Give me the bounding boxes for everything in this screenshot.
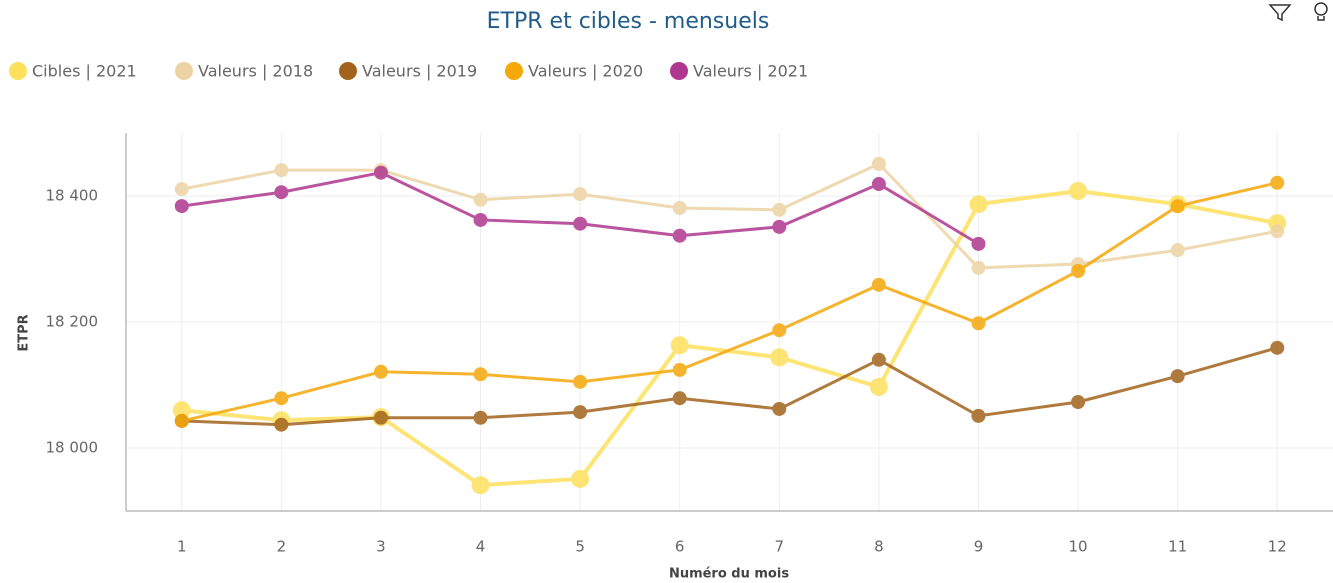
point [871,156,886,171]
series [174,165,986,251]
y-tick-label: 18 400 [46,187,99,205]
y-tick-label: 18 000 [46,439,99,457]
point [770,348,789,367]
point [1270,340,1285,355]
legend-label: Valeurs | 2020 [528,62,643,81]
point [274,163,289,178]
point [1170,369,1185,384]
x-tick-label: 8 [874,538,884,556]
legend-label: Valeurs | 2019 [362,62,477,81]
point [573,216,588,231]
x-tick-label: 9 [974,538,984,556]
y-axis-label: ETPR [17,314,32,351]
legend-swatch [670,62,688,80]
point [274,185,289,200]
y-tick-label: 18 200 [46,313,99,331]
point [573,187,588,202]
legend-label: Cibles | 2021 [32,62,137,81]
x-tick-label: 2 [277,538,287,556]
point [672,362,687,377]
point [871,177,886,192]
legend-label: Valeurs | 2018 [198,62,313,81]
point [373,165,388,180]
chart-title: ETPR et cibles - mensuels [487,9,770,34]
point [971,408,986,423]
point [772,219,787,234]
point [274,417,289,432]
legend-swatch [175,62,193,80]
point [772,202,787,217]
point [473,192,488,207]
point [373,410,388,425]
point [1071,263,1086,278]
series [174,175,1285,428]
point [1071,395,1086,410]
x-axis-label: Numéro du mois [669,567,789,582]
point [672,228,687,243]
point [1270,175,1285,190]
point [971,260,986,275]
x-tick-label: 3 [376,538,386,556]
point [174,199,189,214]
point [573,374,588,389]
series-line [181,181,1278,423]
filter-icon[interactable] [1268,4,1292,22]
point [1170,243,1185,258]
point [670,336,689,355]
legend-swatch [9,62,27,80]
point [1069,181,1088,200]
point [274,391,289,406]
legend-swatch [339,62,357,80]
point [573,405,588,420]
point [871,352,886,367]
point [174,413,189,428]
series [174,156,1285,275]
series-line [181,188,1278,488]
point [969,195,988,214]
point [672,391,687,406]
legend-swatch [505,62,523,80]
x-tick-label: 10 [1069,538,1088,556]
point [869,377,888,396]
point [473,212,488,227]
point [1270,224,1285,239]
point [174,182,189,197]
x-tick-label: 1 [177,538,187,556]
x-tick-label: 7 [775,538,785,556]
bulb-icon[interactable] [1314,2,1328,21]
point [672,200,687,215]
x-tick-label: 6 [675,538,685,556]
x-tick-label: 11 [1168,538,1187,556]
point [971,316,986,331]
point [471,476,490,495]
point [772,401,787,416]
point [772,323,787,338]
point [172,401,191,420]
series [174,340,1285,432]
point [971,236,986,251]
x-tick-label: 4 [476,538,486,556]
series [172,181,1287,495]
point [871,277,886,292]
x-tick-label: 5 [575,538,585,556]
point [473,367,488,382]
point [1170,199,1185,214]
x-tick-label: 12 [1268,538,1287,556]
point [571,469,590,488]
legend-label: Valeurs | 2021 [693,62,808,81]
point [473,410,488,425]
point [373,364,388,379]
series-line [181,346,1278,427]
